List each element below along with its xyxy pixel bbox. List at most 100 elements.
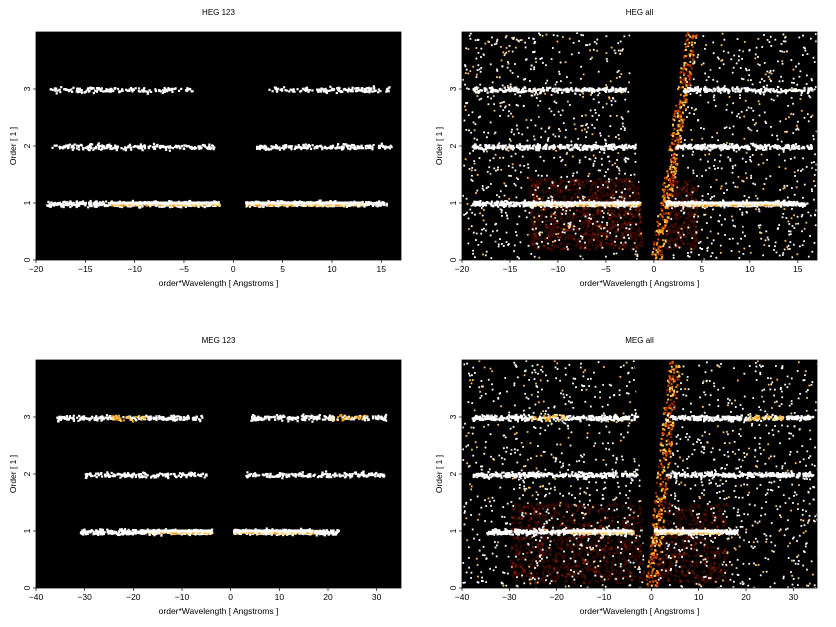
diffuse-cell — [686, 217, 689, 221]
speckle-cell — [508, 243, 510, 246]
diffuse-cell — [630, 231, 633, 234]
band-core-cell — [172, 204, 175, 207]
diffuse-cell — [621, 189, 624, 193]
band-cell — [173, 145, 177, 149]
speckle-cell — [790, 96, 793, 99]
diffuse-cell — [566, 207, 569, 210]
diffuse-cell — [624, 223, 627, 226]
speckle-cell — [626, 212, 629, 215]
speckle-cell — [568, 37, 571, 40]
diffuse-cell — [673, 243, 676, 246]
band-cell — [95, 205, 98, 208]
band-cell — [47, 205, 51, 208]
band-cell — [100, 89, 103, 92]
speckle-cell — [624, 159, 627, 162]
speckle-cell — [617, 152, 620, 154]
speckle-cell — [704, 72, 707, 75]
band-cell — [171, 205, 174, 208]
speckle-cell — [607, 155, 610, 158]
band-cell — [169, 88, 172, 91]
diffuse-cell — [669, 229, 672, 232]
band-core-cell — [257, 203, 261, 206]
speckle-cell — [581, 237, 584, 240]
speckle-cell — [489, 159, 491, 162]
diffuse-cell — [689, 214, 692, 217]
speckle-cell — [815, 169, 817, 171]
speckle-cell — [542, 208, 545, 211]
diffuse-cell — [608, 228, 611, 231]
speckle-cell — [610, 46, 613, 49]
speckle-cell — [786, 246, 789, 248]
speckle-cell — [765, 230, 768, 233]
speckle-cell — [732, 125, 735, 128]
speckle-cell — [476, 88, 478, 91]
diffuse-cell — [609, 234, 612, 237]
diffuse-cell — [629, 187, 632, 190]
band-cell — [75, 205, 78, 209]
diffuse-cell — [618, 215, 622, 218]
wedge-streak-cell — [657, 222, 660, 225]
diffuse-cell — [560, 207, 563, 210]
speckle-cell — [470, 169, 473, 172]
diffuse-cell — [634, 237, 637, 240]
diffuse-cell — [672, 192, 675, 195]
band-cell — [63, 146, 67, 149]
band-cell — [275, 145, 279, 148]
diffuse-cell — [689, 179, 692, 182]
speckle-cell — [563, 228, 565, 231]
diffuse-cell — [595, 248, 598, 251]
diffuse-cell — [676, 227, 679, 230]
band-cell — [377, 202, 380, 205]
diffuse-cell — [615, 220, 619, 224]
speckle-cell — [614, 52, 617, 55]
diffuse-cell — [581, 220, 584, 223]
diffuse-cell — [552, 236, 555, 239]
band-cell — [110, 144, 113, 148]
diffuse-cell — [623, 230, 626, 233]
diffuse-cell — [637, 247, 640, 250]
speckle-cell — [769, 175, 772, 178]
speckle-cell — [721, 32, 724, 35]
band-cell — [188, 87, 191, 91]
speckle-cell — [583, 196, 586, 198]
band-cell — [99, 148, 103, 151]
band-cell — [345, 205, 348, 208]
speckle-cell — [467, 114, 470, 117]
diffuse-cell — [628, 184, 631, 188]
band-cell — [87, 148, 90, 152]
speckle-cell — [591, 56, 593, 59]
band-cell — [373, 89, 376, 92]
diffuse-cell — [560, 190, 563, 194]
wedge-streak-cell — [677, 88, 680, 91]
x-tick-label: 5 — [280, 264, 285, 274]
heatmap-cells — [462, 32, 817, 260]
speckle-cell — [571, 155, 574, 158]
band-core-cell — [348, 204, 351, 208]
diffuse-cell — [692, 248, 696, 251]
speckle-cell — [561, 213, 564, 215]
speckle-cell — [475, 57, 478, 60]
band-cell — [116, 147, 119, 150]
speckle-cell — [617, 167, 620, 170]
diffuse-cell — [549, 214, 552, 217]
diffuse-cell — [625, 242, 628, 245]
diffuse-cell — [537, 216, 540, 219]
band-cell — [164, 89, 167, 92]
speckle-cell — [474, 213, 476, 216]
band-cell — [311, 144, 314, 147]
speckle-cell — [750, 142, 752, 145]
wedge-streak-cell — [668, 149, 671, 152]
band-cell — [308, 89, 311, 92]
diffuse-cell — [561, 180, 564, 183]
band-cell — [136, 146, 140, 149]
wedge-streak-cell — [672, 184, 675, 187]
band-cell — [339, 146, 342, 149]
speckle-cell — [727, 51, 730, 54]
band-cell — [72, 201, 75, 205]
band-cell — [98, 201, 102, 204]
diffuse-cell — [684, 216, 688, 220]
speckle-cell — [790, 59, 793, 62]
speckle-cell — [812, 135, 815, 137]
diffuse-cell — [597, 227, 600, 231]
speckle-cell — [566, 248, 569, 251]
